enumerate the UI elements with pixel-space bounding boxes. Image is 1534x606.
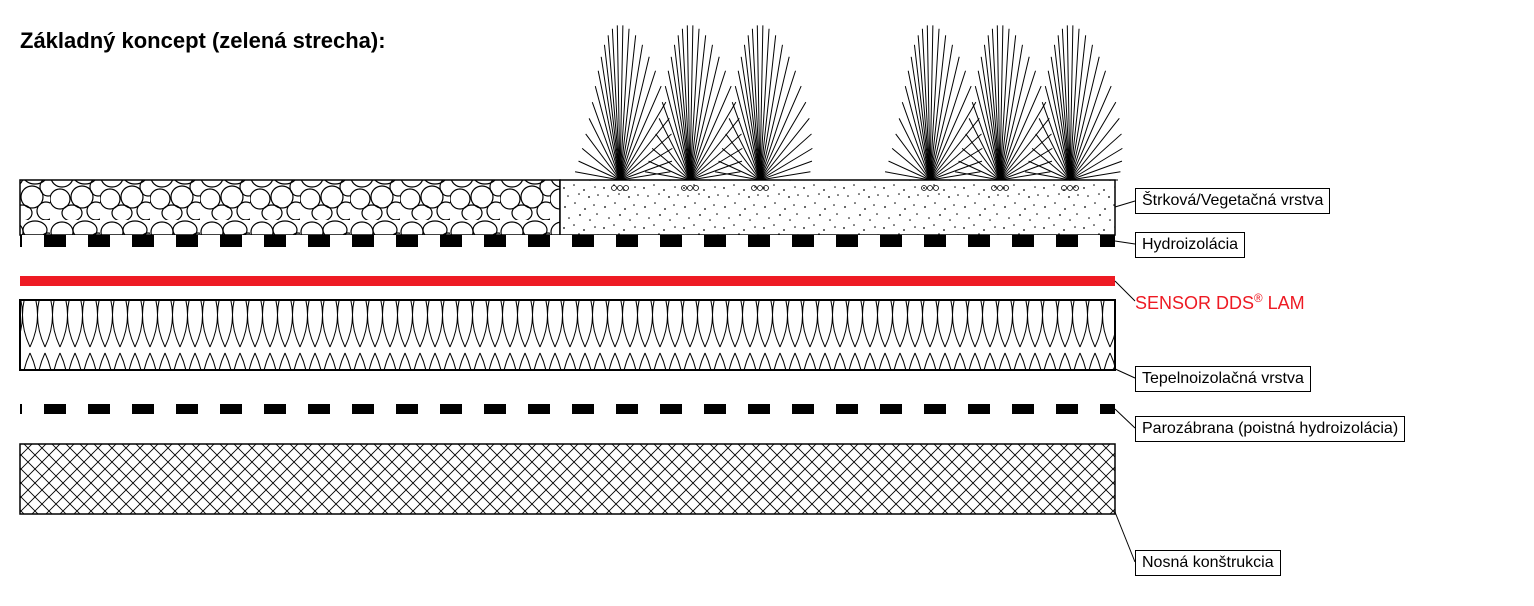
gravel-layer <box>20 180 560 235</box>
vapor-barrier-layer <box>20 404 1115 414</box>
label-vapor: Parozábrana (poistná hydroizolácia) <box>1135 416 1405 442</box>
structure-layer <box>20 444 1115 514</box>
label-insulation: Tepelnoizolačná vrstva <box>1135 366 1311 392</box>
sensor-layer <box>20 276 1115 286</box>
insulation-layer <box>20 300 1115 370</box>
label-structure: Nosná konštrukcia <box>1135 550 1281 576</box>
soil-layer <box>560 180 1115 235</box>
label-sensor: SENSOR DDS® LAM <box>1135 292 1305 314</box>
leader-lines <box>1113 201 1135 562</box>
label-surface: Štrková/Vegetačná vrstva <box>1135 188 1330 214</box>
vegetation-plants <box>572 25 1122 180</box>
label-waterproofing: Hydroizolácia <box>1135 232 1245 258</box>
waterproofing-layer <box>20 235 1115 247</box>
